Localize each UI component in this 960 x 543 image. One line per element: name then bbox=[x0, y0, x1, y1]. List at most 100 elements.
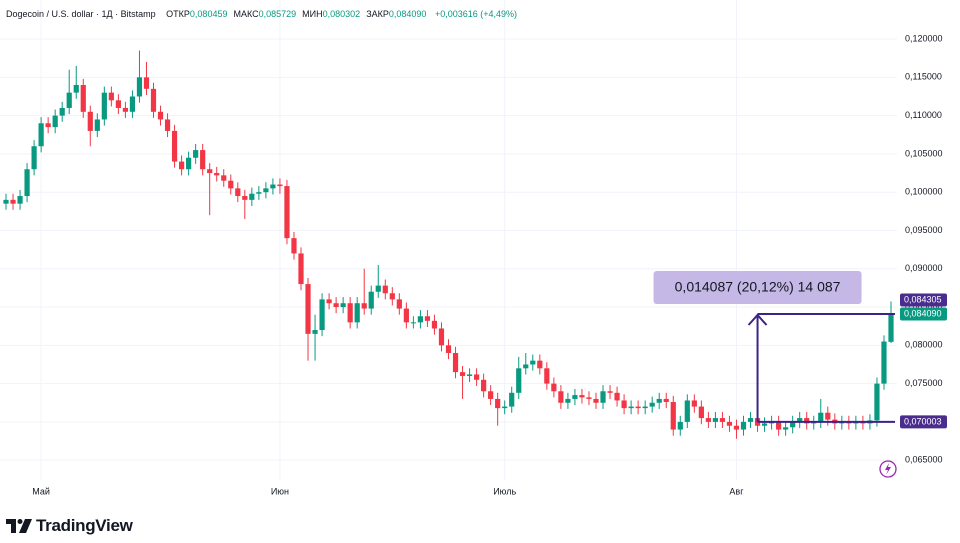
candle-body bbox=[291, 238, 297, 254]
candle-body bbox=[235, 188, 241, 197]
icon-circle bbox=[879, 460, 897, 478]
candle-body bbox=[466, 374, 473, 376]
candle-body bbox=[593, 398, 599, 403]
icon-bolt bbox=[885, 463, 891, 475]
candle-body bbox=[389, 293, 395, 300]
candle-body bbox=[586, 397, 592, 399]
candle-body bbox=[207, 169, 213, 174]
candle-body bbox=[66, 92, 72, 108]
candle-body bbox=[171, 130, 178, 162]
candle-body bbox=[157, 111, 164, 120]
candle-body bbox=[45, 123, 51, 128]
measure-label: 0,014087 (20,12%) 14 087 bbox=[675, 279, 841, 295]
candle-body bbox=[797, 418, 803, 422]
alert-icon bbox=[879, 460, 897, 478]
change: +0,003616 (+4,49%) bbox=[434, 9, 518, 19]
field-value: 0,085729 bbox=[258, 9, 297, 19]
candle-body bbox=[509, 392, 515, 407]
field-label: ЗАКР bbox=[366, 9, 389, 19]
candle-body bbox=[136, 77, 143, 97]
candle-body bbox=[537, 360, 543, 369]
candle-body bbox=[874, 383, 880, 421]
y-tick-label: 0,105000 bbox=[905, 148, 943, 158]
candle-body bbox=[129, 96, 136, 112]
candle-body bbox=[698, 406, 704, 419]
candle-body bbox=[495, 398, 501, 409]
candle-body bbox=[193, 150, 199, 158]
y-tick-label: 0,090000 bbox=[905, 263, 943, 273]
candle-body bbox=[164, 119, 171, 131]
y-tick-label: 0,120000 bbox=[905, 33, 943, 43]
field-value: 0,080302 bbox=[322, 9, 361, 19]
candle-body bbox=[396, 299, 402, 309]
logo bbox=[6, 519, 32, 533]
candle-body bbox=[73, 84, 79, 93]
candle-body bbox=[705, 418, 711, 422]
candle-body bbox=[733, 425, 740, 430]
candle-body bbox=[94, 119, 100, 131]
candle-body bbox=[80, 84, 86, 112]
candle-body bbox=[445, 345, 452, 353]
candle-body bbox=[691, 400, 697, 407]
field-label: ОТКР bbox=[166, 9, 190, 19]
candle-body bbox=[115, 100, 121, 108]
candle-body bbox=[284, 186, 290, 239]
candle-body bbox=[87, 111, 93, 131]
candle-body bbox=[888, 314, 894, 342]
candle-body bbox=[242, 196, 248, 200]
candle-body bbox=[712, 418, 719, 422]
candle-body bbox=[298, 253, 304, 285]
candle-body bbox=[740, 421, 747, 430]
candle-body bbox=[38, 123, 44, 147]
candle-body bbox=[10, 199, 16, 204]
candle-body bbox=[642, 406, 648, 409]
y-tick-label: 0,080000 bbox=[905, 340, 943, 350]
field-label: МИН bbox=[302, 9, 323, 19]
candle-body bbox=[424, 316, 431, 321]
candle-body bbox=[783, 427, 789, 430]
price-label: 0,084090 bbox=[904, 308, 942, 318]
candle-body bbox=[523, 364, 529, 369]
candle-body bbox=[150, 88, 157, 112]
candle-body bbox=[101, 92, 107, 120]
field-label: МАКС bbox=[233, 9, 259, 19]
candle-body bbox=[551, 383, 557, 392]
candle-body bbox=[628, 406, 634, 409]
candle-body bbox=[200, 150, 206, 170]
candle-body bbox=[108, 92, 114, 101]
candle-body bbox=[614, 392, 620, 401]
candle-body bbox=[747, 418, 754, 422]
symbol-title: Dogecoin / U.S. dollar · 1Д · Bitstamp bbox=[6, 9, 156, 19]
candle-body bbox=[544, 368, 550, 384]
candle-body bbox=[403, 308, 409, 323]
y-tick-label: 0,110000 bbox=[905, 110, 942, 120]
arrow-head bbox=[747, 313, 768, 326]
candle-body bbox=[368, 291, 374, 309]
x-tick-label: Июль bbox=[493, 486, 516, 496]
candle-body bbox=[438, 328, 445, 346]
price-label: 0,084305 bbox=[904, 294, 942, 304]
chart: 0,0650000,0700000,0750000,0800000,085000… bbox=[0, 0, 947, 496]
candle-body bbox=[579, 395, 585, 398]
candle-body bbox=[326, 299, 332, 304]
field-value: 0,080459 bbox=[189, 9, 228, 19]
price-label-bg bbox=[900, 415, 947, 429]
candle-body bbox=[600, 391, 606, 403]
candle-body bbox=[635, 406, 641, 409]
branding: TradingView bbox=[6, 516, 133, 536]
candle-body bbox=[24, 169, 30, 197]
price-label-bg bbox=[900, 307, 947, 321]
y-tick-label: 0,065000 bbox=[905, 455, 943, 465]
price-label: 0,070003 bbox=[904, 416, 942, 426]
candle-body bbox=[333, 303, 339, 308]
candle-body bbox=[565, 398, 571, 403]
candle-body bbox=[516, 368, 522, 393]
legend-header: Dogecoin / U.S. dollar · 1Д · Bitstamp О… bbox=[6, 9, 523, 19]
candle-body bbox=[726, 421, 733, 426]
candle-body bbox=[607, 391, 613, 393]
candle-body bbox=[31, 146, 37, 170]
candle-body bbox=[59, 107, 65, 116]
field-value: 0,084090 bbox=[388, 9, 427, 19]
candle-body bbox=[270, 184, 276, 189]
